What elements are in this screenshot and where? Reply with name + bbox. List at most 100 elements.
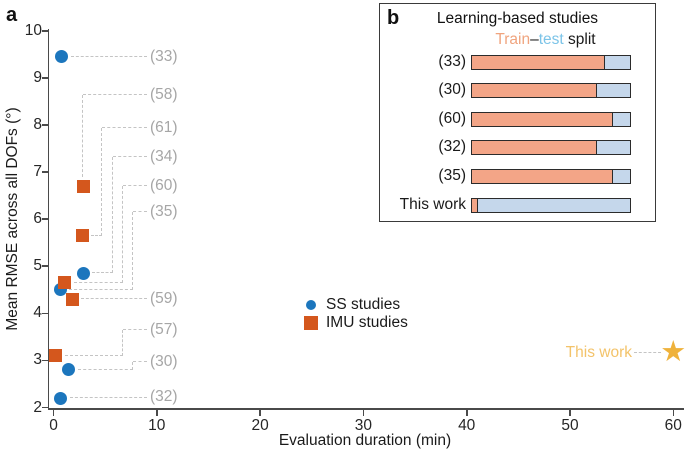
split-row-label-1: (30) [438, 81, 466, 99]
point-58 [76, 179, 90, 193]
connector-dash-h [123, 185, 147, 186]
panel-b-rows: (33) (30) (60) (32) (35) This work [380, 4, 655, 221]
x-tick-label: 50 [561, 417, 579, 434]
split-row-label-0: (33) [438, 52, 466, 70]
ref-label-32: (32) [150, 388, 178, 405]
connector-dash-v [122, 186, 123, 283]
x-axis-title: Evaluation duration (min) [278, 432, 452, 449]
x-axis-line [47, 408, 684, 410]
panel-a-label: a [6, 4, 18, 26]
split-bar-4 [471, 168, 631, 184]
connector-dash-v [101, 128, 102, 236]
y-tick-label: 7 [33, 163, 42, 180]
this-work-dash [634, 352, 662, 354]
connector-dash-v [132, 362, 133, 370]
point-33 [55, 50, 69, 64]
x-tick [52, 409, 55, 416]
connector-dash-v [82, 95, 83, 178]
connector-dash-h [133, 211, 147, 212]
dash-char: – [530, 31, 539, 48]
x-tick [569, 409, 571, 416]
point-57 [49, 349, 63, 363]
ref-label-30: (30) [150, 353, 178, 370]
legend-label-imu: IMU studies [326, 314, 408, 331]
x-tick-label: 60 [664, 417, 682, 434]
y-tick [42, 218, 48, 220]
y-tick-label: 5 [33, 257, 42, 275]
y-tick [42, 406, 48, 409]
y-tick [42, 312, 48, 315]
legend-label-ss: SS studies [326, 296, 401, 313]
y-axis-line [47, 29, 50, 410]
point-32 [54, 391, 68, 405]
y-tick-label: 9 [33, 68, 42, 86]
connector-dash-v [112, 157, 113, 274]
y-tick [42, 171, 48, 173]
connector-dash-h [113, 156, 147, 157]
connector-dash-h [77, 368, 133, 370]
legend-item-ss: SS studies [303, 296, 408, 314]
connector-dash-h [73, 281, 123, 283]
y-tick [42, 359, 48, 362]
point-60 [58, 276, 72, 290]
test-word: test [538, 31, 564, 48]
panel-b-label: b [387, 7, 400, 29]
y-tick-label: 4 [33, 304, 42, 322]
y-tick-label: 10 [24, 21, 42, 39]
x-tick [362, 409, 365, 416]
point-61 [75, 229, 89, 243]
x-tick-label: 0 [49, 417, 58, 434]
connector-dash-v [122, 330, 123, 356]
ref-label-61: (61) [150, 119, 178, 136]
x-tick [672, 409, 675, 416]
connector-dash-h [92, 272, 113, 274]
point-30 [62, 363, 76, 377]
split-bar-5 [471, 197, 631, 213]
panel-b-title: Learning-based studies [436, 10, 599, 27]
x-tick [156, 409, 158, 416]
connector-dash-h [83, 94, 147, 95]
split-row-label-5: This work [399, 195, 466, 213]
split-row-label-4: (35) [438, 166, 466, 184]
connector-dash-h [64, 354, 123, 356]
ref-label-59: (59) [150, 290, 178, 307]
connector-dash-h [91, 234, 102, 236]
connector-dash-v [132, 212, 133, 290]
connector-dash-h [81, 298, 147, 300]
ref-label-35: (35) [150, 203, 178, 220]
x-tick-label: 10 [148, 417, 166, 434]
split-bar-1-train [472, 84, 597, 98]
y-tick-label: 8 [33, 115, 42, 133]
x-tick-label: 20 [251, 417, 269, 434]
split-word: split [563, 31, 596, 48]
split-bar-0-train [472, 55, 605, 69]
connector-dash-h [133, 361, 147, 362]
legend: SS studies IMU studies [303, 296, 408, 332]
split-bar-2-train [472, 112, 613, 126]
x-tick [259, 409, 261, 416]
connector-dash-h [123, 329, 147, 330]
split-bar-2 [471, 111, 631, 127]
y-tick-label: 6 [33, 210, 42, 228]
split-bar-0 [471, 54, 631, 70]
x-tick [465, 409, 468, 416]
connector-dash-h [102, 127, 147, 128]
point-59 [65, 292, 79, 306]
this-work-label: This work [565, 344, 632, 361]
y-tick-label: 3 [33, 351, 42, 369]
connector-dash-h [69, 288, 133, 290]
panel-b-box: b Learning-based studies Train–test spli… [379, 3, 656, 222]
y-tick [42, 77, 48, 79]
x-tick-label: 30 [354, 417, 373, 434]
y-tick [42, 265, 48, 268]
train-word: Train [495, 31, 531, 48]
split-row-label-2: (60) [438, 109, 466, 127]
train-test-split-heading: Train–test split [380, 31, 655, 49]
split-bar-3 [471, 140, 631, 156]
ss-circle-icon [303, 300, 319, 310]
imu-square-icon [303, 316, 319, 330]
split-bar-3-train [472, 141, 597, 155]
ref-label-60: (60) [150, 177, 178, 194]
connector-dash-h [70, 55, 147, 57]
